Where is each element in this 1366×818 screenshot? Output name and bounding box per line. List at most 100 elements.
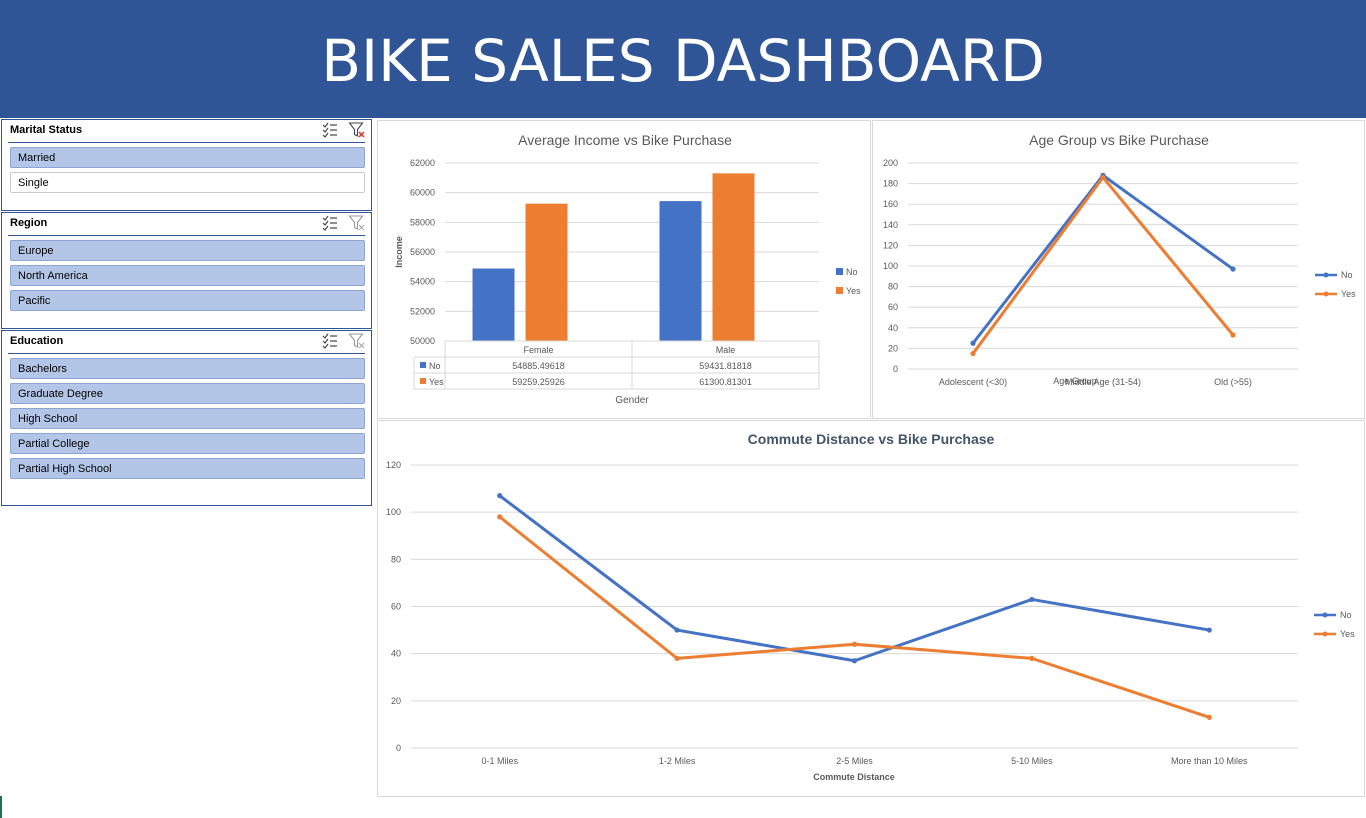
y-tick-label: 0: [893, 364, 898, 374]
table-series-name: No: [429, 361, 441, 371]
category-label: Old (>55): [1214, 377, 1252, 387]
x-axis-label: Gender: [615, 395, 649, 406]
legend-label: Yes: [1341, 289, 1356, 299]
slicer-item[interactable]: Bachelors: [10, 358, 365, 379]
data-point-yes: [851, 641, 858, 647]
slicer-education: Education Bachelors Graduate Degree High Sc…: [1, 330, 372, 506]
category-label: Female: [523, 345, 553, 355]
chart-title: Commute Distance vs Bike Purchase: [748, 431, 995, 447]
legend-marker: [1323, 291, 1329, 297]
legend-label: Yes: [846, 286, 861, 296]
data-point-no: [970, 340, 976, 346]
dashboard-banner: BIKE SALES DASHBOARD: [0, 0, 1366, 118]
slicer-header: Region: [8, 213, 365, 236]
slicer-item[interactable]: Partial High School: [10, 458, 365, 479]
legend-label: No: [1341, 270, 1353, 280]
table-legend-key: [420, 378, 426, 384]
y-tick-label: 200: [883, 158, 898, 168]
y-axis-label: Income: [394, 236, 404, 268]
y-tick-label: 60: [391, 602, 401, 612]
slicer-title: Region: [10, 217, 48, 229]
legend-label: No: [846, 267, 858, 277]
data-label: 59259.25926: [512, 377, 565, 387]
legend-label: Yes: [1340, 629, 1355, 639]
y-tick-label: 58000: [410, 217, 435, 227]
y-tick-label: 20: [888, 343, 898, 353]
category-label: 0-1 Miles: [481, 756, 518, 766]
age-chart-panel[interactable]: Age Group vs Bike Purchase 0 20 40 60 80 100 12…: [872, 120, 1365, 419]
x-axis-label: Commute Distance: [813, 772, 895, 782]
data-point-yes: [1100, 174, 1106, 181]
slicer-item[interactable]: Partial College: [10, 433, 365, 454]
y-tick-label: 62000: [410, 158, 435, 168]
slicer-item[interactable]: North America: [10, 265, 365, 286]
y-tick-label: 54000: [410, 277, 435, 287]
multi-select-icon[interactable]: [321, 332, 339, 350]
slicer-item[interactable]: Europe: [10, 240, 365, 261]
bar-no: [472, 268, 515, 341]
data-label: 61300.81301: [699, 377, 752, 387]
data-point-yes: [1206, 714, 1212, 720]
income-bar-chart: Average Income vs Bike Purchase 50000 5200…: [394, 132, 861, 406]
slicer-item[interactable]: Graduate Degree: [10, 383, 365, 404]
slicer-header: Education: [8, 331, 365, 354]
data-label: 59431.81818: [699, 361, 752, 371]
category-label: Middle Age (31-54): [1065, 377, 1141, 387]
commute-line-chart: Commute Distance vs Bike Purchase 0 20 40 60…: [386, 431, 1355, 782]
y-tick-label: 50000: [410, 336, 435, 346]
y-tick-label: 0: [396, 743, 401, 753]
y-tick-label: 140: [883, 220, 898, 230]
series-line-yes: [498, 515, 1210, 719]
legend-key-no: [836, 268, 843, 275]
chart-title: Age Group vs Bike Purchase: [1029, 132, 1209, 148]
bar-yes: [712, 173, 755, 341]
clear-filter-icon[interactable]: [348, 121, 366, 139]
y-tick-label: 60000: [410, 188, 435, 198]
y-tick-label: 100: [386, 507, 401, 517]
y-tick-label: 60: [888, 302, 898, 312]
age-line-chart: Age Group vs Bike Purchase 0 20 40 60 80 100 12…: [883, 132, 1356, 387]
data-point-no: [497, 493, 503, 499]
data-label: 54885.49618: [512, 361, 565, 371]
slicer-header: Marital Status: [8, 120, 365, 143]
clear-filter-icon[interactable]: [348, 214, 366, 232]
legend-key-yes: [836, 287, 843, 294]
category-label: 2-5 Miles: [836, 756, 873, 766]
multi-select-icon[interactable]: [321, 214, 339, 232]
slicer-item[interactable]: Pacific: [10, 290, 365, 311]
category-label: More than 10 Miles: [1171, 756, 1248, 766]
clear-filter-icon[interactable]: [348, 332, 366, 350]
slicer-item[interactable]: Single: [10, 172, 365, 193]
data-point-no: [674, 627, 680, 633]
data-point-yes: [674, 655, 680, 661]
commute-chart-panel[interactable]: Commute Distance vs Bike Purchase 0 20 40 60…: [377, 420, 1365, 797]
table-legend-key: [420, 362, 426, 368]
data-point-no: [1230, 266, 1236, 272]
y-tick-label: 80: [888, 282, 898, 292]
bar-no: [659, 201, 702, 341]
y-tick-label: 20: [391, 696, 401, 706]
category-label: Male: [716, 345, 736, 355]
income-chart-panel[interactable]: Average Income vs Bike Purchase 50000 5200…: [377, 120, 871, 419]
slicer-marital-status: Marital Status Married Single: [1, 119, 372, 211]
data-point-yes: [1029, 655, 1035, 661]
legend-marker: [1322, 612, 1328, 618]
y-tick-label: 120: [386, 460, 401, 470]
y-tick-label: 120: [883, 240, 898, 250]
table-series-name: Yes: [429, 377, 444, 387]
sheet-edge-marker: [0, 796, 2, 818]
y-tick-label: 100: [883, 261, 898, 271]
multi-select-icon[interactable]: [321, 121, 339, 139]
slicer-item[interactable]: High School: [10, 408, 365, 429]
data-point-yes: [497, 514, 503, 520]
legend-marker: [1323, 272, 1329, 278]
y-tick-label: 40: [391, 649, 401, 659]
category-label: 1-2 Miles: [659, 756, 696, 766]
data-point-yes: [1230, 332, 1236, 338]
category-label: Adolescent (<30): [939, 377, 1007, 387]
series-line-no: [971, 173, 1234, 345]
category-label: 5-10 Miles: [1011, 756, 1053, 766]
data-point-no: [1029, 596, 1035, 603]
slicer-item[interactable]: Married: [10, 147, 365, 168]
slicer-region: Region Europe North America Pacific: [1, 212, 372, 329]
